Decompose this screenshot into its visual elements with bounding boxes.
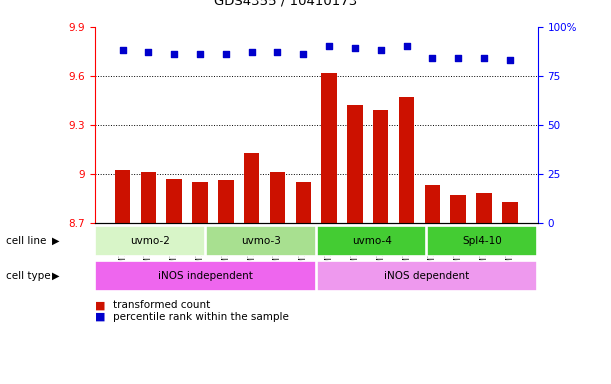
Point (221, 51, 231, 57)
Point (169, 51, 179, 57)
Point (324, 43, 334, 50)
Bar (347, 105, 363, 223)
Text: percentile rank within the sample: percentile rank within the sample (113, 312, 289, 322)
FancyBboxPatch shape (428, 226, 537, 256)
Text: ▶: ▶ (52, 270, 59, 281)
Point (401, 43, 411, 50)
Text: transformed count: transformed count (113, 300, 210, 310)
Point (144, 49, 153, 55)
Bar (141, 172, 156, 223)
Point (195, 51, 205, 57)
FancyBboxPatch shape (95, 260, 316, 291)
Bar (450, 195, 466, 223)
Text: ■: ■ (95, 312, 105, 322)
Bar (399, 97, 414, 223)
Bar (269, 172, 285, 223)
Text: uvmo-3: uvmo-3 (241, 236, 281, 246)
Text: cell line: cell line (6, 236, 46, 246)
Bar (115, 170, 130, 223)
Point (247, 49, 257, 55)
Point (479, 55, 489, 61)
Point (376, 47, 386, 53)
Text: ▶: ▶ (52, 236, 59, 246)
Point (273, 49, 282, 55)
Text: uvmo-4: uvmo-4 (351, 236, 392, 246)
Text: uvmo-2: uvmo-2 (130, 236, 170, 246)
Point (350, 45, 360, 51)
Bar (192, 182, 208, 223)
Bar (244, 152, 260, 223)
FancyBboxPatch shape (206, 226, 316, 256)
Bar (502, 202, 518, 223)
Text: cell type: cell type (6, 270, 51, 281)
FancyBboxPatch shape (95, 226, 205, 256)
Bar (321, 73, 337, 223)
Point (505, 57, 514, 63)
Text: iNOS dependent: iNOS dependent (384, 270, 470, 281)
Text: Spl4-10: Spl4-10 (463, 236, 502, 246)
Point (298, 51, 308, 57)
FancyBboxPatch shape (316, 260, 537, 291)
Point (453, 55, 463, 61)
Bar (218, 180, 233, 223)
Text: iNOS independent: iNOS independent (158, 270, 253, 281)
Point (118, 47, 128, 53)
FancyBboxPatch shape (316, 226, 426, 256)
Bar (373, 110, 389, 223)
Bar (296, 182, 311, 223)
Bar (425, 185, 440, 223)
Text: GDS4355 / 10410173: GDS4355 / 10410173 (214, 0, 357, 8)
Text: ■: ■ (95, 300, 105, 310)
Point (428, 55, 437, 61)
Bar (476, 193, 492, 223)
Bar (166, 179, 182, 223)
